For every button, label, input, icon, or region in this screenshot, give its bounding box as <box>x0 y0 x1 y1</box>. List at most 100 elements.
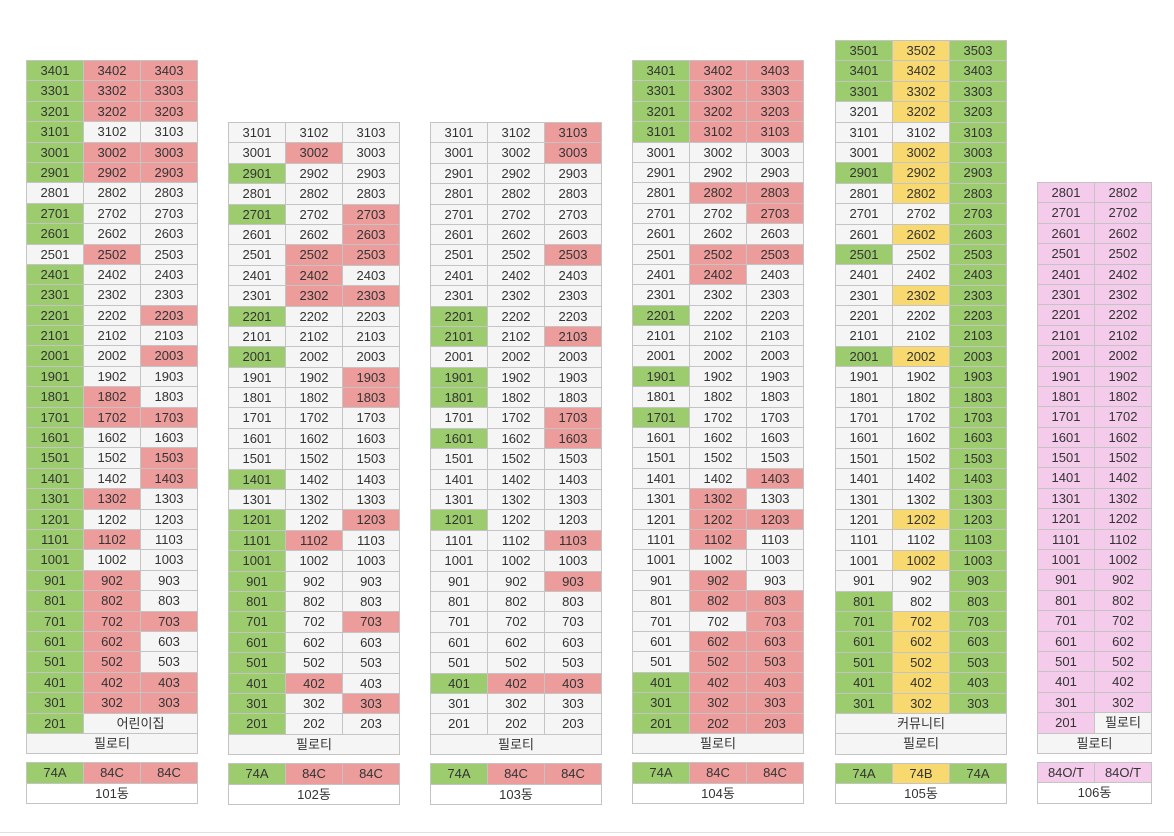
unit-cell: 702 <box>84 611 141 632</box>
unit-type-cell: 84O/T <box>1038 762 1095 784</box>
unit-cell: 2503 <box>545 245 602 266</box>
unit-cell: 403 <box>343 673 400 694</box>
unit-cell: 1901 <box>229 367 286 389</box>
unit-cell: 2903 <box>747 162 804 184</box>
unit-cell: 2102 <box>84 326 141 347</box>
pilotis-row: 필로티 <box>836 734 1007 755</box>
unit-cell: 1303 <box>545 490 602 511</box>
unit-cell: 601 <box>1038 631 1095 652</box>
unit-cell: 1703 <box>950 408 1007 429</box>
unit-cell: 1102 <box>690 529 747 551</box>
unit-cell: 401 <box>836 673 893 694</box>
unit-cell: 403 <box>545 673 602 694</box>
unit-cell: 2603 <box>545 224 602 246</box>
unit-cell: 603 <box>747 631 804 653</box>
unit-cell: 2601 <box>431 224 488 246</box>
unit-cell: 2003 <box>545 347 602 368</box>
unit-cell: 2201 <box>229 306 286 327</box>
unit-cell: 502 <box>84 652 141 673</box>
unit-cell: 2102 <box>488 326 545 348</box>
unit-cell: 801 <box>431 591 488 613</box>
unit-cell: 1702 <box>488 408 545 429</box>
unit-cell: 1803 <box>343 388 400 409</box>
unit-cell: 1901 <box>27 366 84 388</box>
unit-cell: 502 <box>1095 651 1152 673</box>
unit-cell: 2502 <box>1095 244 1152 265</box>
unit-grid: 3401 3402 3403 3301 3302 3303 3201 3202 3203 3101… <box>632 60 804 755</box>
unit-cell: 1001 <box>431 551 488 572</box>
unit-cell: 2002 <box>286 347 343 368</box>
unit-cell: 1803 <box>545 388 602 409</box>
unit-cell: 2303 <box>343 286 400 307</box>
unit-cell: 2201 <box>633 305 690 327</box>
unit-cell: 1802 <box>690 387 747 408</box>
unit-cell: 1002 <box>488 551 545 572</box>
unit-cell: 1701 <box>836 408 893 429</box>
unit-cell: 803 <box>141 591 198 612</box>
building-106동: 2801 2802 2701 2702 2601 2602 2501 2502 2401 2402… <box>1037 182 1152 804</box>
unit-cell: 1101 <box>229 530 286 552</box>
unit-cell: 802 <box>84 591 141 612</box>
unit-cell: 601 <box>633 631 690 653</box>
unit-cell: 1102 <box>84 529 141 551</box>
unit-cell: 1503 <box>343 449 400 470</box>
unit-cell: 801 <box>27 591 84 612</box>
unit-cell: 203 <box>343 714 400 735</box>
unit-cell: 802 <box>488 591 545 613</box>
unit-cell: 2402 <box>286 265 343 287</box>
unit-cell: 3101 <box>431 123 488 144</box>
unit-cell: 703 <box>747 611 804 632</box>
unit-cell: 2903 <box>343 163 400 185</box>
unit-cell: 1303 <box>343 490 400 511</box>
unit-cell: 1003 <box>141 550 198 571</box>
unit-cell: 402 <box>286 673 343 694</box>
unit-cell: 1902 <box>893 367 950 388</box>
unit-cell: 1803 <box>747 387 804 408</box>
unit-cell: 402 <box>1095 672 1152 693</box>
unit-cell: 1103 <box>343 530 400 552</box>
unit-cell: 1602 <box>286 428 343 450</box>
unit-cell: 2202 <box>893 306 950 327</box>
unit-cell: 1603 <box>950 428 1007 449</box>
unit-cell: 3003 <box>545 143 602 164</box>
unit-cell: 902 <box>1095 570 1152 591</box>
unit-cell: 2003 <box>747 346 804 367</box>
unit-cell: 2002 <box>84 346 141 367</box>
unit-cell: 501 <box>1038 651 1095 673</box>
unit-cell: 1501 <box>633 448 690 469</box>
unit-type-cell: 84C <box>343 764 400 785</box>
unit-cell: 503 <box>545 653 602 674</box>
unit-type-legend: 74A 84C 84C 102동 <box>228 763 400 805</box>
unit-cell: 1903 <box>141 366 198 388</box>
unit-cell: 2103 <box>545 326 602 348</box>
unit-cell: 1402 <box>690 468 747 490</box>
unit-cell: 3002 <box>893 142 950 164</box>
unit-cell: 3401 <box>633 61 690 82</box>
unit-cell: 2301 <box>27 285 84 306</box>
unit-cell: 3402 <box>690 61 747 82</box>
unit-cell: 1202 <box>286 510 343 531</box>
unit-cell: 1201 <box>27 509 84 530</box>
unit-cell: 1401 <box>431 469 488 491</box>
unit-cell: 701 <box>836 611 893 633</box>
facility-label: 필로티 <box>1095 713 1152 734</box>
unit-cell: 502 <box>690 652 747 673</box>
unit-type-cell: 84C <box>747 763 804 784</box>
unit-cell: 601 <box>431 632 488 654</box>
unit-cell: 1901 <box>633 366 690 388</box>
unit-cell: 3001 <box>229 143 286 164</box>
unit-cell: 2302 <box>488 286 545 307</box>
unit-cell: 1601 <box>229 428 286 450</box>
unit-cell: 1902 <box>1095 366 1152 387</box>
unit-type-cell: 74B <box>893 763 950 785</box>
unit-cell: 2703 <box>747 203 804 225</box>
building-name: 103동 <box>431 784 602 805</box>
unit-cell: 501 <box>27 652 84 673</box>
unit-cell: 303 <box>747 693 804 714</box>
unit-cell: 2001 <box>431 347 488 368</box>
unit-cell: 1302 <box>84 489 141 510</box>
unit-cell: 2302 <box>286 286 343 307</box>
unit-cell: 1502 <box>893 448 950 470</box>
unit-cell: 602 <box>84 631 141 653</box>
unit-cell: 701 <box>27 611 84 632</box>
